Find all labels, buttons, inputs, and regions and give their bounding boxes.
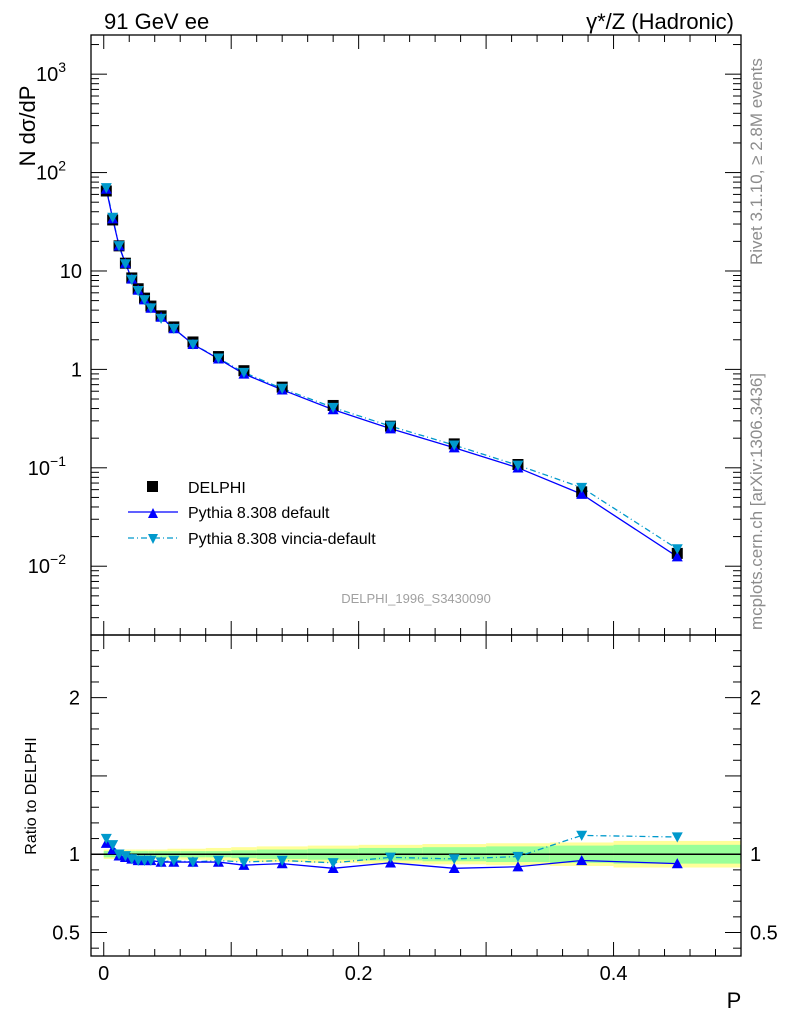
default-point bbox=[671, 551, 683, 562]
vincia-point bbox=[448, 440, 460, 451]
vincia-point bbox=[119, 259, 131, 270]
legend-marker-delphi bbox=[147, 481, 158, 492]
ratio-y-tick-label-left: 2 bbox=[69, 688, 80, 710]
vincia-point bbox=[155, 313, 167, 324]
vincia-point bbox=[113, 241, 125, 252]
ratio-y-tick-label-left: 1 bbox=[69, 844, 80, 866]
ratio-default-point bbox=[576, 854, 588, 866]
y-tick-label: 102 bbox=[36, 158, 66, 185]
vincia-point bbox=[671, 544, 683, 555]
analysis-watermark: DELPHI_1996_S3430090 bbox=[341, 591, 491, 606]
vincia-point bbox=[126, 274, 138, 285]
ratio-vincia-point bbox=[168, 855, 180, 866]
legend-label-delphi: DELPHI bbox=[188, 480, 246, 497]
y-tick-label: 10−1 bbox=[28, 453, 66, 480]
vincia-point bbox=[512, 460, 524, 471]
rivet-version-text: Rivet 3.1.10, ≥ 2.8M events bbox=[747, 58, 766, 265]
vincia-point bbox=[145, 303, 157, 314]
ratio-vincia-point bbox=[212, 855, 224, 866]
ratio-vincia-point bbox=[385, 852, 397, 863]
legend-label-vincia: Pythia 8.308 vincia-default bbox=[188, 531, 376, 548]
ratio-frame bbox=[90, 634, 742, 957]
ratio-vincia-point bbox=[327, 858, 339, 869]
vincia-point bbox=[100, 183, 112, 194]
ratio-vincia-point bbox=[119, 851, 131, 862]
ratio-y-tick-label-right: 0.5 bbox=[750, 923, 778, 945]
legend-marker-vincia bbox=[148, 534, 158, 544]
ratio-vincia-point bbox=[100, 833, 112, 845]
ratio-ylabel: Ratio to DELPHI bbox=[23, 737, 40, 854]
default-point bbox=[576, 488, 588, 499]
y-tick-label: 1 bbox=[71, 359, 82, 381]
xlabel: P bbox=[727, 988, 742, 1013]
ratio-default-point bbox=[512, 861, 524, 872]
ratio-vincia-point bbox=[107, 840, 119, 851]
ratio-vincia-point bbox=[576, 830, 588, 841]
ratio-y-tick-label-left: 0.5 bbox=[52, 923, 80, 945]
ratio-default-point bbox=[671, 858, 683, 869]
legend-label-default: Pythia 8.308 default bbox=[188, 505, 330, 522]
vincia-point bbox=[212, 353, 224, 364]
right-title: γ*/Z (Hadronic) bbox=[586, 9, 734, 34]
ratio-vincia-point bbox=[671, 832, 683, 843]
y-tick-label: 10−2 bbox=[28, 551, 66, 578]
vincia-point bbox=[276, 383, 288, 394]
vincia-point bbox=[187, 339, 199, 350]
ratio-vincia-point bbox=[155, 857, 167, 868]
legend: DELPHI Pythia 8.308 default Pythia 8.308… bbox=[128, 480, 376, 548]
ratio-vincia-point bbox=[512, 851, 524, 863]
vincia-point bbox=[385, 421, 397, 432]
ratio-y-tick-label-right: 1 bbox=[750, 844, 761, 866]
mcplots-text: mcplots.cern.ch [arXiv:1306.3436] bbox=[747, 373, 766, 630]
x-tick-label: 0 bbox=[98, 963, 109, 985]
ratio-vincia-point bbox=[187, 857, 199, 868]
vincia-point bbox=[327, 402, 339, 413]
vincia-point bbox=[139, 295, 151, 306]
default-line bbox=[105, 188, 678, 558]
left-title: 91 GeV ee bbox=[104, 9, 209, 34]
legend-marker-default bbox=[148, 508, 158, 518]
vincia-point bbox=[132, 286, 144, 297]
vincia-point bbox=[238, 367, 250, 378]
ratio-y-tick-label-right: 2 bbox=[750, 688, 761, 710]
ratio-vincia-point bbox=[276, 855, 288, 866]
vincia-point bbox=[576, 482, 588, 494]
vincia-point bbox=[107, 212, 119, 223]
y-tick-label: 10 bbox=[60, 261, 82, 283]
x-tick-label: 0.2 bbox=[345, 963, 373, 985]
ratio-vincia-point bbox=[448, 854, 460, 865]
ratio-vincia-point bbox=[238, 857, 250, 868]
main-panel: 10−2 10−1 1 10 102 103 bbox=[28, 34, 742, 649]
x-tick-label: 0.4 bbox=[600, 963, 628, 985]
y-tick-label: 103 bbox=[36, 59, 66, 86]
ratio-panel: 0 0.2 0.4 0.5 0.5 1 1 2 2 bbox=[52, 634, 778, 985]
main-ylabel: N dσ/dP bbox=[15, 86, 40, 167]
ratio-default-point bbox=[448, 862, 460, 873]
vincia-point bbox=[168, 323, 180, 335]
ratio-vincia-point bbox=[145, 855, 157, 866]
